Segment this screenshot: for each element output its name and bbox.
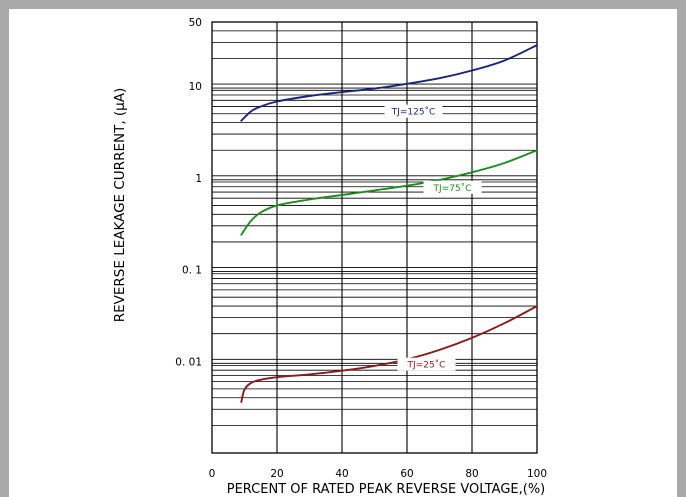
x-tick-label: 0 bbox=[209, 468, 216, 480]
minor-gridlines bbox=[212, 30, 537, 426]
plot-border bbox=[211, 21, 538, 454]
x-tick-label: 40 bbox=[335, 468, 348, 480]
y-tick-labels: 50 10 1 0. 1 0. 01 bbox=[175, 17, 202, 368]
series-line-0 bbox=[240, 44, 538, 122]
major-gridlines bbox=[212, 22, 537, 453]
x-tick-label: 20 bbox=[270, 468, 283, 480]
x-tick-label: 60 bbox=[400, 468, 413, 480]
series-layer bbox=[240, 44, 538, 403]
y-tick-label: 10 bbox=[189, 81, 202, 93]
series-labels: TJ=125˚C TJ=75˚C TJ=25˚C bbox=[384, 104, 482, 371]
y-axis-title: REVERSE LEAKAGE CURRENT, (µA) bbox=[112, 88, 128, 323]
series-line-2 bbox=[240, 305, 538, 403]
y-tick-label: 50 bbox=[189, 17, 202, 29]
x-tick-label: 80 bbox=[465, 468, 478, 480]
series-label-2: TJ=25˚C bbox=[407, 360, 446, 371]
y-tick-label: 1 bbox=[195, 173, 202, 185]
series-label-0: TJ=125˚C bbox=[391, 107, 436, 118]
series-line-1 bbox=[240, 149, 538, 236]
y-tick-label: 0. 1 bbox=[182, 265, 202, 277]
x-tick-labels: 0 20 40 60 80 100 bbox=[209, 468, 547, 480]
series-label-box bbox=[384, 104, 443, 118]
x-tick-label: 100 bbox=[527, 468, 547, 480]
y-tick-label: 0. 01 bbox=[175, 356, 202, 368]
series-label-box bbox=[397, 357, 456, 371]
series-label-box bbox=[423, 180, 482, 194]
x-axis-title: PERCENT OF RATED PEAK REVERSE VOLTAGE,(%… bbox=[227, 482, 546, 497]
series-label-1: TJ=75˚C bbox=[433, 183, 472, 194]
